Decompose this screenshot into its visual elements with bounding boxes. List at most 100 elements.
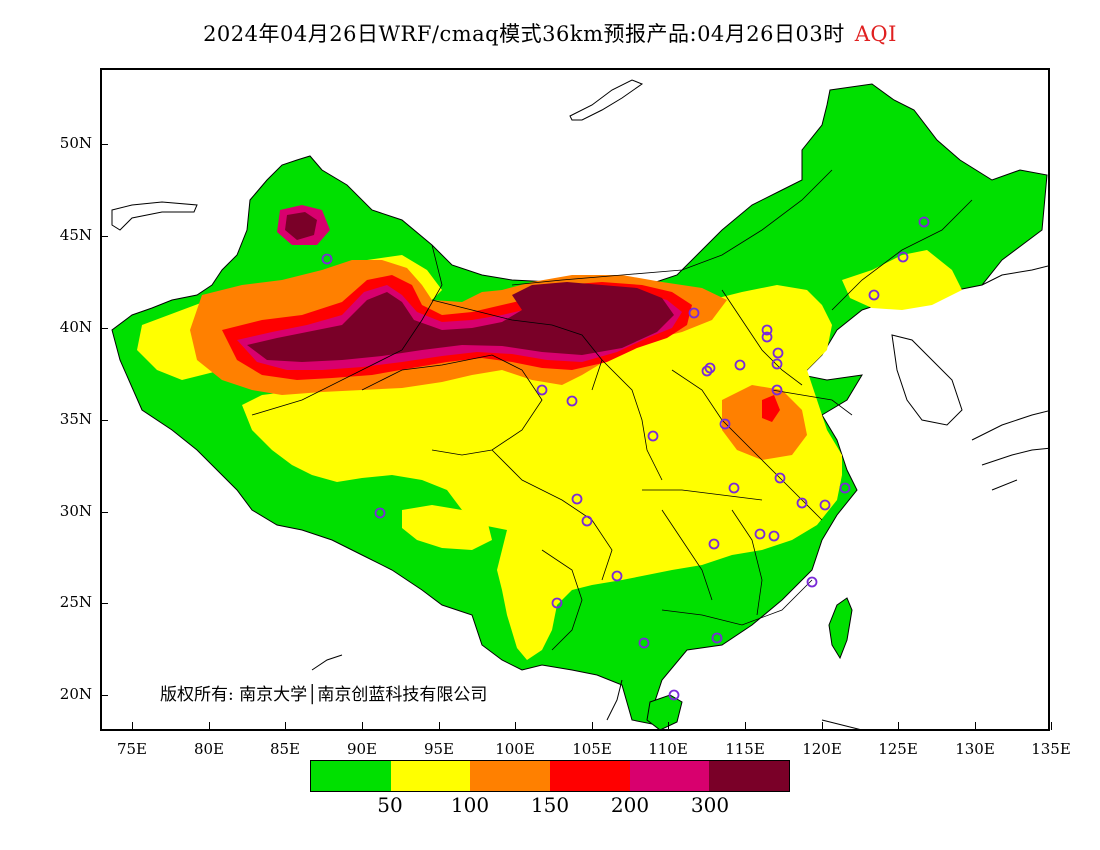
station-marker <box>688 307 700 319</box>
y-tick-label: 45N <box>59 226 92 244</box>
y-tick-mark <box>100 327 108 329</box>
station-marker <box>806 576 818 588</box>
station-marker <box>374 507 386 519</box>
boundary-sichuan <box>491 449 613 581</box>
boundary-hebei <box>721 289 803 386</box>
x-tick-mark <box>438 722 440 730</box>
korea-outline <box>891 334 963 426</box>
station-marker <box>668 689 680 701</box>
x-tick-label: 135E <box>1031 740 1071 758</box>
japan-outline <box>971 410 1048 491</box>
legend-swatch-1 <box>311 761 391 791</box>
station-markers <box>321 216 930 701</box>
balkhash-outline <box>111 201 198 231</box>
boundary-jiangxi <box>731 509 763 616</box>
x-tick-label: 120E <box>802 740 842 758</box>
legend-label: 100 <box>450 793 490 817</box>
aqi-map <box>111 79 1048 729</box>
boundary-hunan <box>661 509 713 601</box>
boundary-hubei <box>642 489 763 501</box>
station-marker <box>761 331 773 343</box>
x-tick-label: 100E <box>495 740 535 758</box>
x-tick-mark <box>667 722 669 730</box>
x-tick-label: 130E <box>955 740 995 758</box>
station-marker <box>719 418 731 430</box>
y-tick-mark <box>100 511 108 513</box>
y-tick-label: 35N <box>59 410 92 428</box>
legend-swatch-6 <box>709 761 790 791</box>
x-tick-label: 90E <box>346 740 378 758</box>
boundary-shandong <box>771 389 853 416</box>
y-tick-label: 30N <box>59 502 92 520</box>
aqi-layer-hazardous <box>247 212 674 362</box>
boundary-shaanxi <box>601 359 663 481</box>
station-marker <box>708 538 720 550</box>
x-tick-label: 105E <box>572 740 612 758</box>
pollutant-label: AQI <box>854 22 897 46</box>
vietnam-coast-outline <box>311 654 861 729</box>
station-marker <box>701 365 713 377</box>
station-marker <box>647 430 659 442</box>
y-tick-label: 50N <box>59 134 92 152</box>
legend-swatch-4 <box>550 761 630 791</box>
x-tick-label: 110E <box>648 740 688 758</box>
y-tick-mark <box>100 235 108 237</box>
station-marker <box>571 493 583 505</box>
copyright-notice: 版权所有: 南京大学│南京创蓝科技有限公司 <box>160 685 488 705</box>
y-tick-mark <box>100 694 108 696</box>
station-marker <box>638 637 650 649</box>
boundary-northeast <box>831 199 973 311</box>
x-tick-mark <box>208 722 210 730</box>
yellow-region-tibet <box>402 505 492 550</box>
legend-label: 50 <box>377 793 403 817</box>
boundary-qinghai <box>361 354 543 456</box>
station-marker <box>839 482 851 494</box>
x-tick-mark <box>361 722 363 730</box>
yellow-region-northeast <box>842 250 962 310</box>
x-tick-label: 85E <box>269 740 301 758</box>
y-tick-mark <box>100 602 108 604</box>
chart-title: 2024年04月26日WRF/cmaq模式36km预报产品:04月26日03时 A… <box>0 18 1100 48</box>
station-marker <box>711 632 723 644</box>
russia-coast-outline <box>981 265 1048 286</box>
taiwan-island <box>828 597 853 660</box>
station-marker <box>819 499 831 511</box>
station-marker <box>771 384 783 396</box>
boundary-guangdong <box>661 579 813 626</box>
station-marker <box>734 359 746 371</box>
x-tick-mark <box>897 722 899 730</box>
station-marker <box>321 253 333 265</box>
station-marker <box>581 515 593 527</box>
map-frame <box>100 68 1050 731</box>
x-tick-label: 125E <box>878 740 918 758</box>
legend-label: 200 <box>610 793 650 817</box>
maroon-band-northwest <box>247 282 674 362</box>
x-tick-mark <box>284 722 286 730</box>
station-marker <box>768 530 780 542</box>
station-marker <box>796 497 808 509</box>
x-tick-mark <box>1050 722 1052 730</box>
y-tick-mark <box>100 419 108 421</box>
legend-label: 150 <box>530 793 570 817</box>
title-text: 2024年04月26日WRF/cmaq模式36km预报产品:04月26日03时 <box>203 22 845 46</box>
station-marker <box>611 570 623 582</box>
x-tick-mark <box>514 722 516 730</box>
red-patch-central <box>762 395 780 422</box>
coastlines <box>111 79 1048 729</box>
maroon-patch-north <box>285 212 317 240</box>
station-marker <box>551 597 563 609</box>
station-marker <box>771 358 783 370</box>
x-tick-label: 80E <box>193 740 225 758</box>
lake-baikal-outline <box>569 79 644 121</box>
x-tick-label: 75E <box>116 740 148 758</box>
station-marker <box>704 362 716 374</box>
boundary-neimenggu <box>511 169 833 286</box>
legend-label: 300 <box>690 793 730 817</box>
x-tick-mark <box>974 722 976 730</box>
boundary-anhui <box>761 459 823 521</box>
x-tick-mark <box>821 722 823 730</box>
station-marker <box>918 216 930 228</box>
boundary-yunnan <box>541 549 583 651</box>
x-tick-label: 95E <box>423 740 455 758</box>
station-marker <box>536 384 548 396</box>
